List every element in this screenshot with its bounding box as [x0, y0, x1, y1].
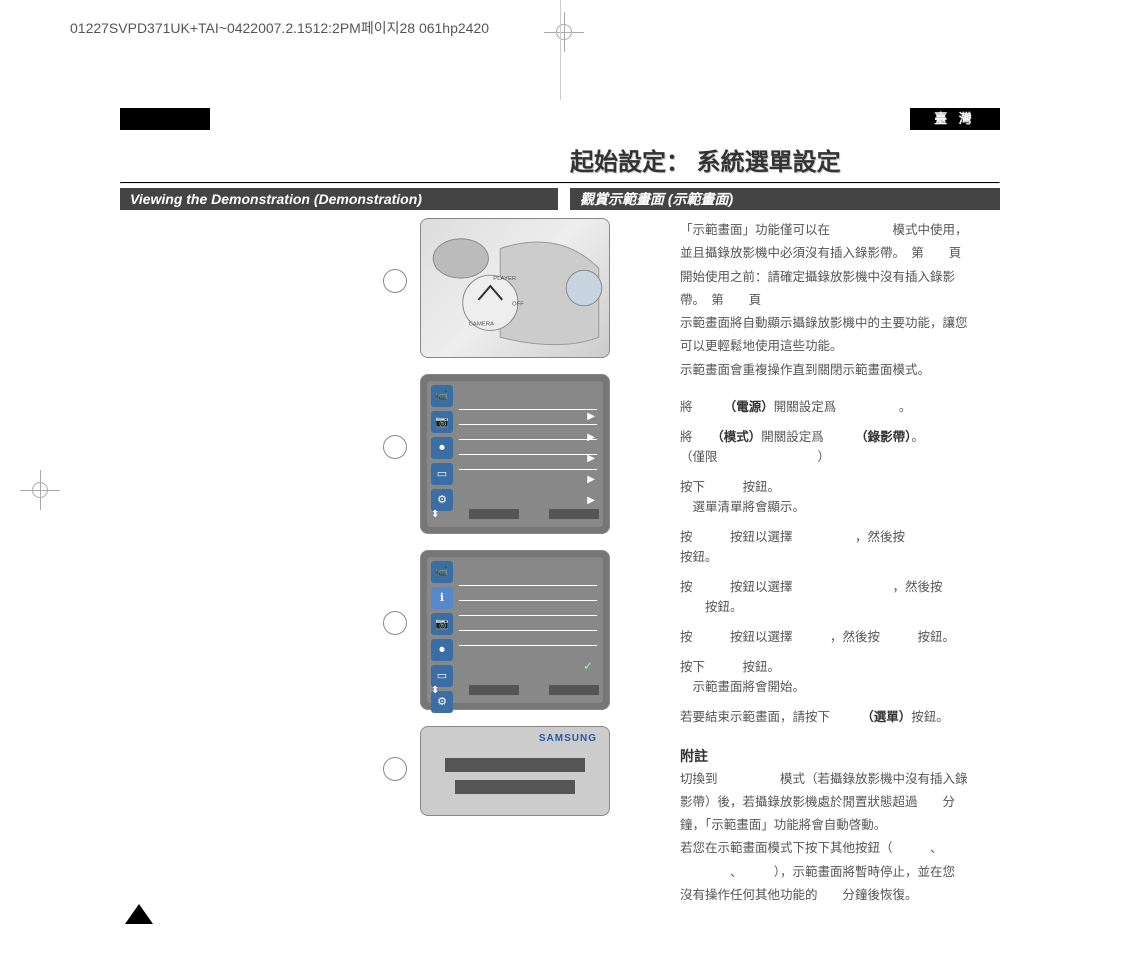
- page-corner-triangle: [125, 904, 153, 924]
- step-2: 將 （模式）開關設定爲 （錄影帶）。 （僅限 ）: [680, 427, 1000, 467]
- camcorder-icon: 📹: [431, 561, 453, 583]
- samsung-logo: SAMSUNG: [539, 733, 597, 744]
- step-1: 將 （電源）開關設定爲 。: [680, 397, 1000, 417]
- menu-arrows: ▶▶▶▶▶: [587, 411, 595, 506]
- camcorder-icon: 📹: [431, 385, 453, 407]
- updown-icon: ⬍: [431, 509, 439, 520]
- svg-text:OFF: OFF: [512, 302, 524, 308]
- step-3: 按下 按鈕。 選單清單將會顯示。: [680, 477, 1000, 517]
- note-line: 沒有操作任何其他功能的 分鐘後恢復。: [680, 885, 1000, 906]
- registration-mark-left: [20, 470, 60, 510]
- step-5: 按 按鈕以選擇 ，然後按 按鈕。: [680, 577, 1000, 617]
- note-heading: 附註: [680, 745, 1000, 769]
- vertical-guide: [560, 0, 561, 100]
- intro-line: 開始使用之前：請確定攝錄放影機中沒有插入錄影: [680, 267, 1000, 288]
- camera-icon: 📷: [431, 411, 453, 433]
- updown-icon: ⬍: [431, 685, 439, 696]
- step-4: 按 按鈕以選擇 ，然後按按鈕。: [680, 527, 1000, 567]
- illustration-camera: PLAYER OFF CAMERA: [420, 218, 610, 358]
- info-icon: ℹ: [431, 587, 453, 609]
- right-region-tab: 臺 灣: [910, 108, 1000, 130]
- note-line: 切換到 模式（若攝錄放影機中沒有插入錄: [680, 769, 1000, 790]
- illustration-demo-screen: SAMSUNG: [420, 726, 610, 816]
- intro-line: 可以更輕鬆地使用這些功能。: [680, 336, 1000, 357]
- instruction-text-column: 「示範畫面」功能僅可以在 模式中使用， 並且攝錄放影機中必須沒有插入錄影帶。 第…: [680, 220, 1000, 908]
- menu-icon-sidebar-2: 📹 ℹ 📷 ⏺ ▭ ⚙: [431, 561, 453, 679]
- left-black-tab: [120, 108, 210, 130]
- registration-mark-top: [544, 12, 584, 52]
- step-6: 按 按鈕以選擇 ，然後按 按鈕。: [680, 627, 1000, 647]
- note-line: 、 ），示範畫面將暫時停止，並在您: [680, 862, 1000, 883]
- intro-line: 並且攝錄放影機中必須沒有插入錄影帶。 第 頁: [680, 243, 1000, 264]
- step-circle-1: [383, 269, 407, 293]
- check-icon: ✓: [583, 659, 593, 673]
- record-icon: ⏺: [431, 639, 453, 661]
- display-icon: ▭: [431, 463, 453, 485]
- step-8: 若要結束示範畫面，請按下 （選單）按鈕。: [680, 707, 1000, 727]
- svg-text:CAMERA: CAMERA: [469, 321, 494, 327]
- intro-line: 示範畫面將自動顯示攝錄放影機中的主要功能，讓您: [680, 313, 1000, 334]
- note-line: 鐘，「示範畫面」功能將會自動啓動。: [680, 815, 1000, 836]
- record-icon: ⏺: [431, 437, 453, 459]
- step-circle-4: [383, 757, 407, 781]
- illustration-column: PLAYER OFF CAMERA 📹 📷 ⏺ ▭ ⚙: [420, 218, 620, 832]
- page-title: 起始設定： 系統選單設定: [570, 142, 841, 177]
- step-circle-2: [383, 435, 407, 459]
- note-line: 若您在示範畫面模式下按下其他按鈕（ 、: [680, 838, 1000, 859]
- horizontal-rule: [120, 182, 1000, 184]
- step-circle-3: [383, 611, 407, 635]
- camera-icon: 📷: [431, 613, 453, 635]
- menu-icon-sidebar: 📹 📷 ⏺ ▭ ⚙: [431, 385, 453, 503]
- intro-line: 示範畫面會重複操作直到關閉示範畫面模式。: [680, 360, 1000, 381]
- section-strip-chinese: 觀賞示範畫面 (示範畫面): [570, 188, 1000, 210]
- intro-line: 帶。 第 頁: [680, 290, 1000, 311]
- svg-text:PLAYER: PLAYER: [493, 276, 516, 282]
- note-line: 影帶）後，若攝錄放影機處於閒置狀態超過 分: [680, 792, 1000, 813]
- intro-line: 「示範畫面」功能僅可以在 模式中使用，: [680, 220, 1000, 241]
- section-strip-english: Viewing the Demonstration (Demonstration…: [120, 188, 558, 210]
- header-print-code: 01227SVPD371UK+TAI~0422007.2.1512:2PM페이지…: [70, 18, 489, 38]
- step-7: 按下 按鈕。 示範畫面將會開始。: [680, 657, 1000, 697]
- illustration-menu-1: 📹 📷 ⏺ ▭ ⚙ ▶▶▶▶▶ ⬍: [420, 374, 610, 534]
- illustration-menu-2: 📹 ℹ 📷 ⏺ ▭ ⚙ ✓ ⬍: [420, 550, 610, 710]
